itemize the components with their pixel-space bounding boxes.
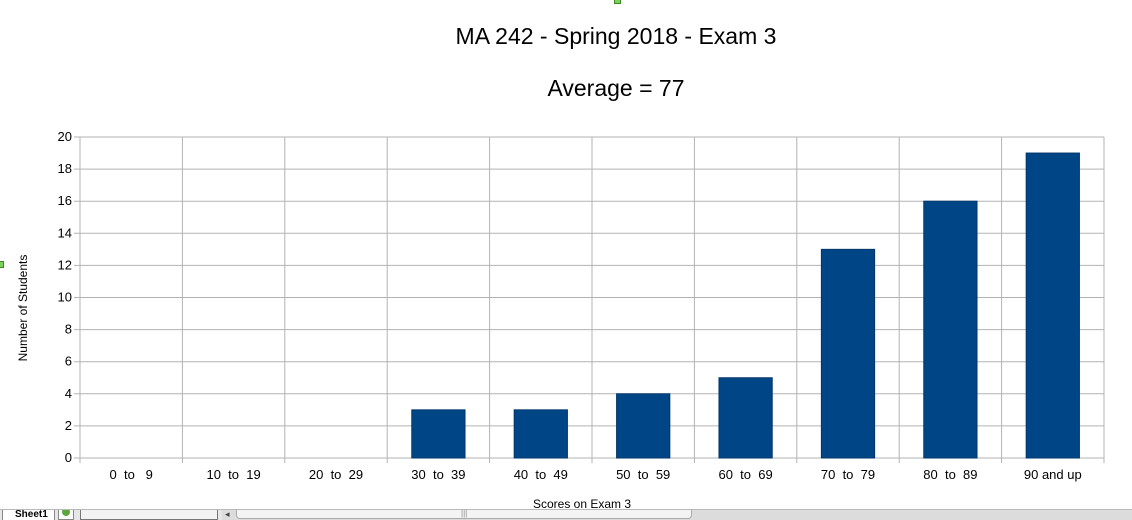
y-tick-label: 12 (58, 257, 72, 272)
plus-icon (62, 510, 70, 516)
selection-handle-top[interactable] (614, 0, 621, 4)
chart-title: MA 242 - Spring 2018 - Exam 3 (456, 23, 777, 49)
bar (820, 248, 876, 459)
selection-handle-left[interactable] (0, 261, 4, 268)
y-tick-label: 0 (65, 450, 72, 465)
y-tick-label: 2 (65, 418, 72, 433)
sheet-tab-bar: Sheet1 ◂ ||| (0, 509, 1132, 520)
y-tick-label: 10 (58, 290, 72, 305)
chart-subtitle: Average = 77 (547, 75, 684, 101)
x-tick-label: 20 to 29 (309, 467, 363, 482)
y-tick-label: 18 (58, 161, 72, 176)
y-tick-label: 20 (58, 129, 72, 144)
y-tick-label: 4 (65, 386, 72, 401)
scrollbar-thumb[interactable]: ||| (236, 510, 692, 519)
bar (1025, 152, 1080, 459)
x-axis-title: Scores on Exam 3 (533, 497, 631, 511)
x-tick-label: 0 to 9 (110, 467, 153, 482)
bar (616, 393, 671, 459)
y-tick-label: 14 (58, 225, 72, 240)
y-tick-label: 16 (58, 193, 72, 208)
y-tick-label: 6 (65, 354, 72, 369)
y-axis-title: Number of Students (16, 255, 30, 362)
x-tick-label: 50 to 59 (616, 467, 670, 482)
x-tick-label: 30 to 39 (411, 467, 465, 482)
bar (718, 377, 773, 459)
sheet-tab[interactable]: Sheet1 (2, 510, 55, 520)
bar (513, 409, 568, 459)
plot-area: 0 2 4 6 8 10 12 14 16 18 20 0 to 9 10 to 19 20 to 29 3… (58, 129, 1105, 482)
scroll-left-icon[interactable]: ◂ (225, 509, 230, 519)
bar (411, 409, 466, 459)
x-tick-label: 40 to 49 (514, 467, 568, 482)
x-tick-label: 70 to 79 (821, 467, 875, 482)
grip-icon: ||| (461, 509, 468, 518)
x-tick-label: 10 to 19 (206, 467, 260, 482)
x-tick-label: 80 to 89 (923, 467, 977, 482)
x-tick-label: 60 to 69 (718, 467, 772, 482)
y-tick-label: 8 (65, 322, 72, 337)
bar (923, 200, 978, 459)
x-tick-label: 90 and up (1024, 467, 1082, 482)
